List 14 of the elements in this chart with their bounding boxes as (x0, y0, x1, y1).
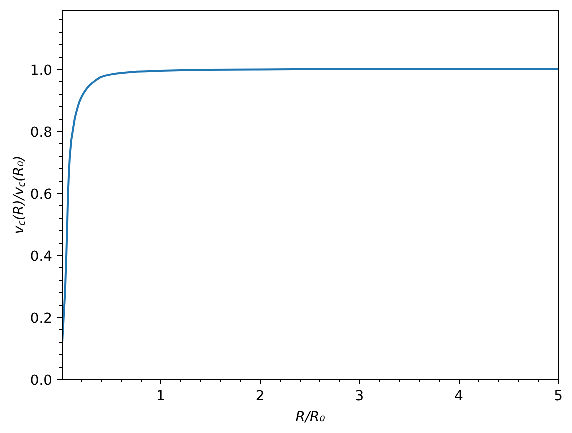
x-tick-label: 4 (454, 388, 464, 404)
x-tick-label: 1 (156, 388, 166, 404)
line-series (62, 68, 558, 344)
y-tick-label: 1.0 (30, 62, 53, 79)
y-tick-label: 0.0 (30, 373, 53, 389)
x-axis-title: R/R₀ (296, 410, 326, 426)
y-tick-label: 0.2 (30, 310, 53, 327)
x-tick-label: 2 (256, 388, 265, 404)
y-tick-label: 0.4 (30, 248, 53, 265)
y-tick-label: 0.8 (30, 124, 53, 141)
x-tick-label: 5 (554, 388, 563, 404)
x-tick-label: 3 (355, 388, 364, 404)
y-axis-title: vc(R)/vc(R₀) (12, 156, 28, 234)
y-tick-label: 0.6 (30, 186, 53, 203)
